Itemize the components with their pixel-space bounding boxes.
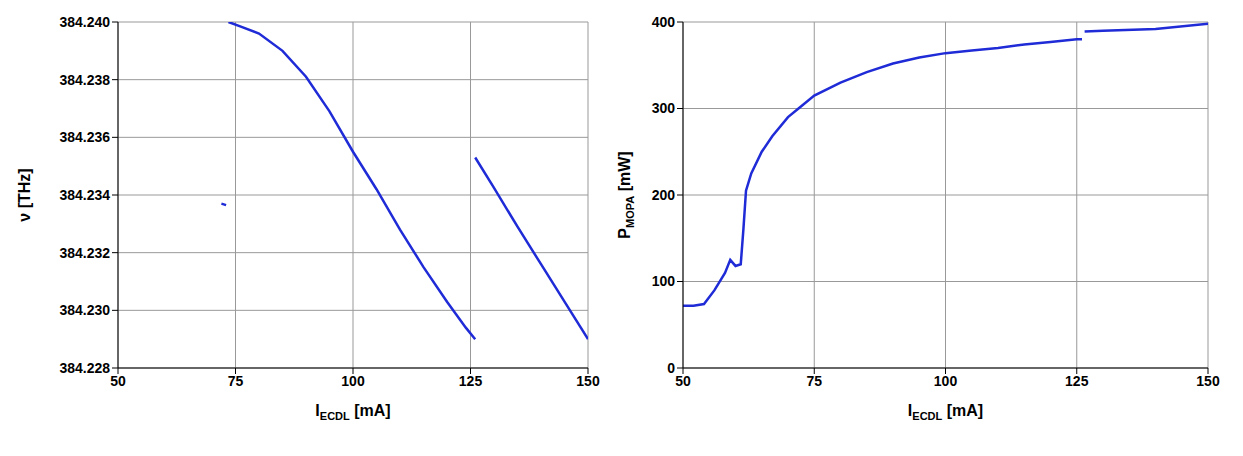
svg-text:150: 150 bbox=[576, 373, 600, 389]
svg-text:100: 100 bbox=[652, 273, 676, 289]
svg-text:200: 200 bbox=[652, 187, 676, 203]
svg-text:ν [THz]: ν [THz] bbox=[16, 168, 33, 221]
svg-text:384.240: 384.240 bbox=[59, 14, 110, 30]
svg-text:PMOPA [mW]: PMOPA [mW] bbox=[616, 151, 636, 238]
svg-text:50: 50 bbox=[675, 373, 691, 389]
svg-text:125: 125 bbox=[459, 373, 483, 389]
svg-text:50: 50 bbox=[110, 373, 126, 389]
svg-text:IECDL [mA]: IECDL [mA] bbox=[908, 402, 983, 422]
svg-text:384.236: 384.236 bbox=[59, 129, 110, 145]
svg-text:384.230: 384.230 bbox=[59, 302, 110, 318]
svg-text:384.228: 384.228 bbox=[59, 360, 110, 376]
svg-text:75: 75 bbox=[806, 373, 822, 389]
svg-text:384.234: 384.234 bbox=[59, 187, 110, 203]
svg-text:150: 150 bbox=[1196, 373, 1220, 389]
svg-text:100: 100 bbox=[341, 373, 365, 389]
svg-text:300: 300 bbox=[652, 100, 676, 116]
svg-text:0: 0 bbox=[667, 360, 675, 376]
svg-text:IECDL [mA]: IECDL [mA] bbox=[315, 402, 390, 422]
svg-text:100: 100 bbox=[934, 373, 958, 389]
svg-text:75: 75 bbox=[228, 373, 244, 389]
svg-text:400: 400 bbox=[652, 14, 676, 30]
svg-text:125: 125 bbox=[1065, 373, 1089, 389]
svg-text:384.232: 384.232 bbox=[59, 245, 110, 261]
svg-text:384.238: 384.238 bbox=[59, 72, 110, 88]
